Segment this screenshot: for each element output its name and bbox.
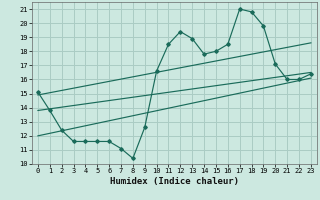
X-axis label: Humidex (Indice chaleur): Humidex (Indice chaleur)	[110, 177, 239, 186]
